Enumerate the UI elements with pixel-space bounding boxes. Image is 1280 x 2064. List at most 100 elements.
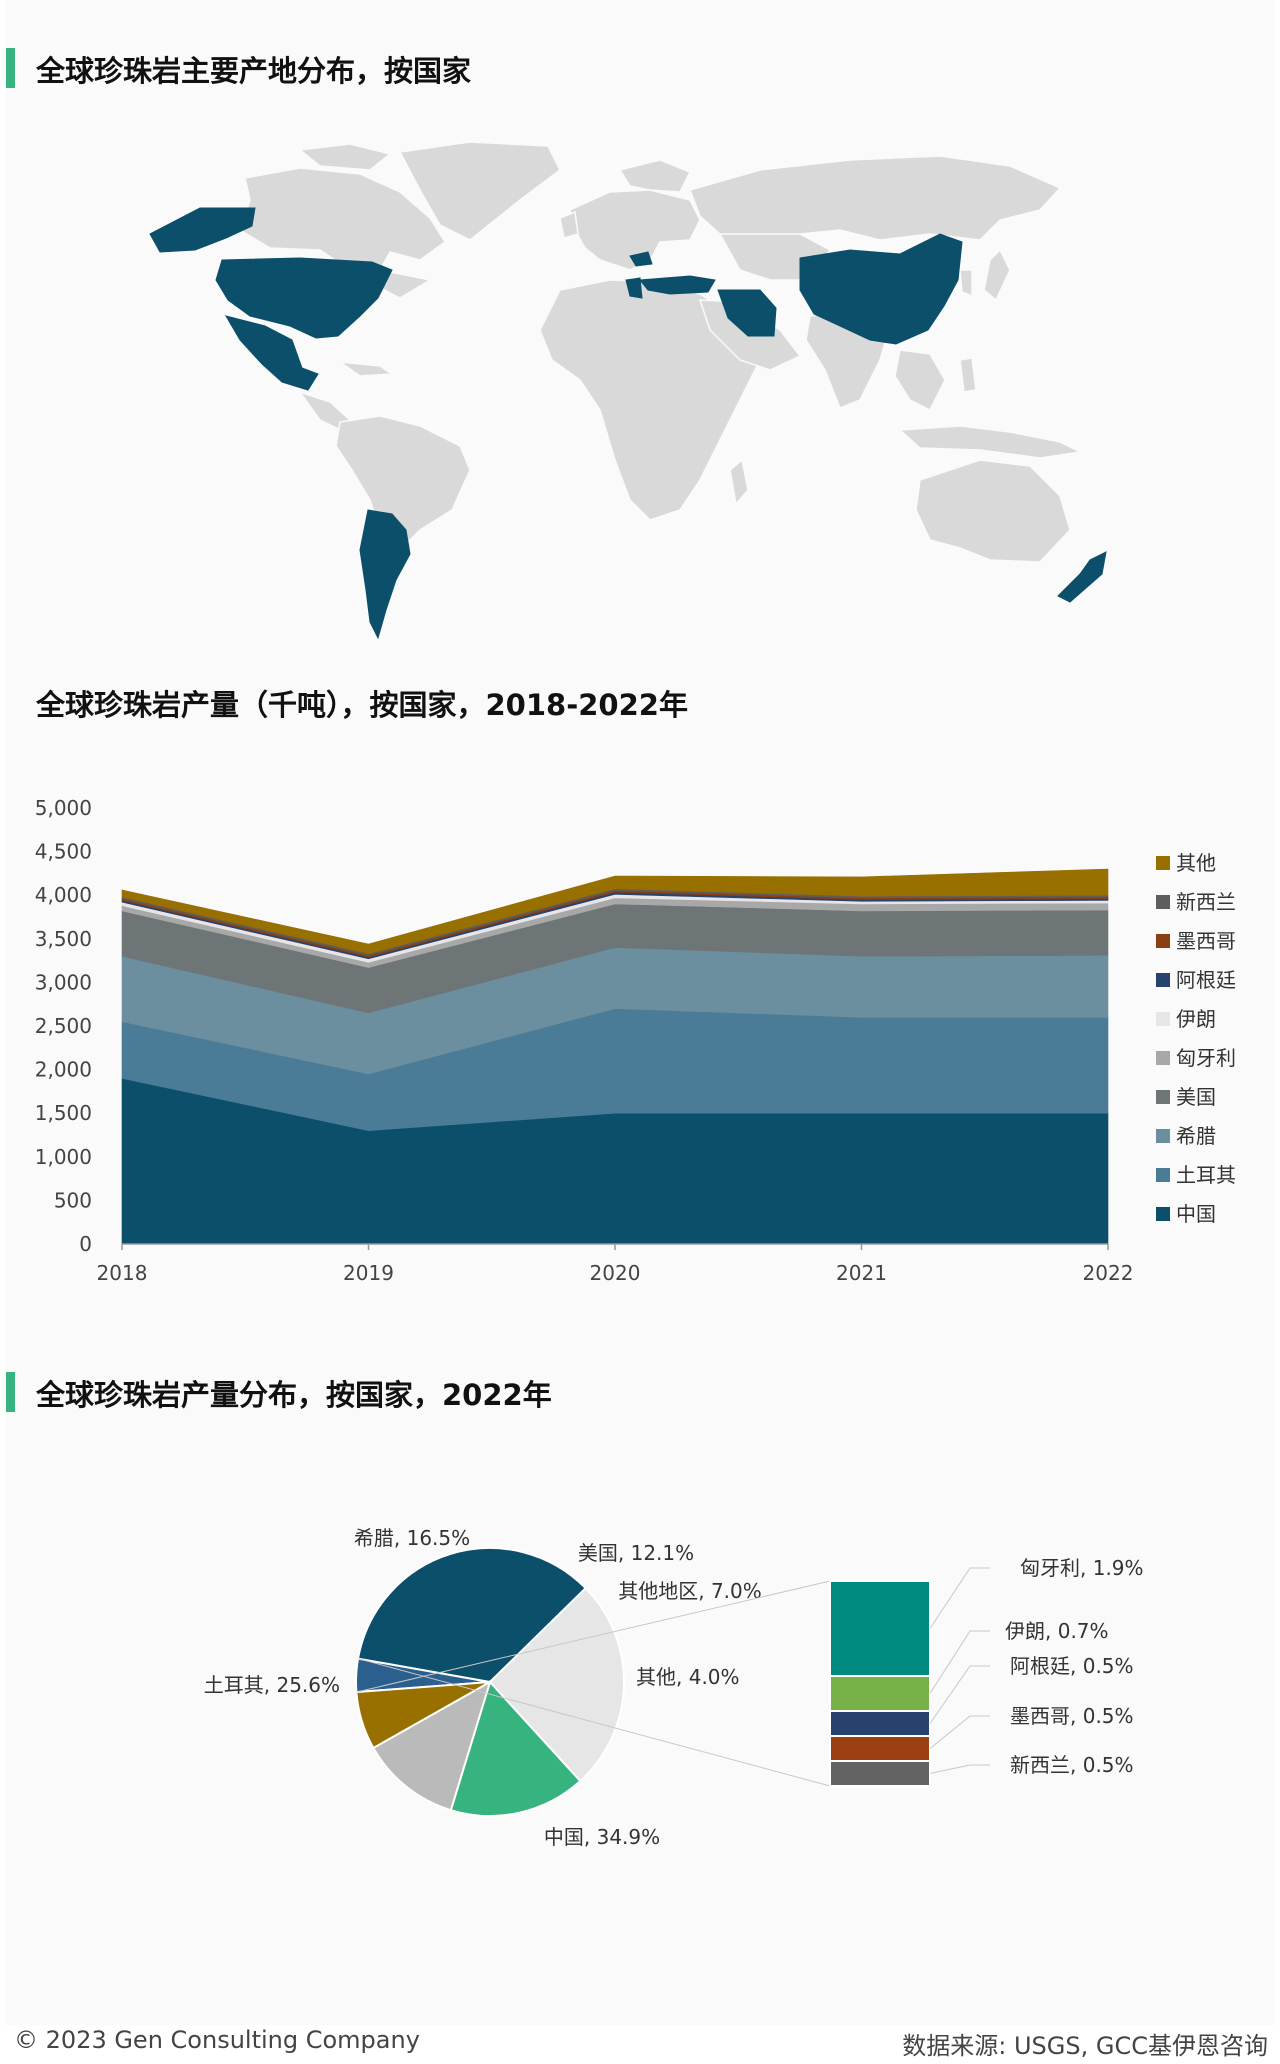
breakdown-segment (829, 1760, 931, 1787)
world-map (149, 141, 1107, 640)
usa-shape (215, 257, 393, 339)
y-tick-label: 1,000 (35, 1145, 92, 1169)
pie-label: 希腊, 16.5% (354, 1526, 470, 1550)
legend-swatch (1156, 895, 1170, 909)
pie-label: 土耳其, 25.6% (204, 1673, 340, 1697)
iran-shape (717, 289, 777, 337)
breakdown-label: 伊朗, 0.7% (1005, 1619, 1109, 1643)
x-tick-label: 2019 (343, 1261, 394, 1285)
legend-label: 美国 (1176, 1085, 1216, 1109)
caribbean-shape (337, 360, 395, 377)
madagascar-shape (729, 458, 749, 506)
y-tick-label: 500 (54, 1188, 92, 1212)
breakdown-segment (829, 1580, 931, 1677)
russia-shape (689, 155, 1062, 241)
argentina-shape (359, 509, 411, 640)
breakdown-segment (829, 1675, 931, 1712)
y-tick-label: 3,000 (35, 970, 92, 994)
pie-chart: 其他, 4.0% 中国, 34.9% 土耳其, 25.6% 希腊, 16.5% 美国, … (204, 1526, 1144, 1849)
arctic-islands-shape (298, 143, 392, 171)
breakdown-leader (929, 1715, 990, 1749)
hungary-shape (629, 251, 653, 267)
breakdown-bar (829, 1580, 931, 1787)
y-tick-label: 5,000 (35, 796, 92, 820)
breakdown-leader (929, 1665, 990, 1724)
pie-labels: 其他, 4.0% 中国, 34.9% 土耳其, 25.6% 希腊, 16.5% 美国, … (204, 1526, 831, 1849)
new-zealand-shape (1057, 551, 1107, 603)
legend-swatch (1156, 1168, 1170, 1182)
philippines-shape (959, 357, 977, 393)
pie-slice-希腊 (449, 1680, 582, 1817)
breakdown-label: 阿根廷, 0.5% (1010, 1654, 1134, 1678)
turkey-shape (639, 275, 716, 295)
japan-shape (983, 248, 1011, 302)
mexico-shape (224, 315, 319, 391)
breakdown-labels: 匈牙利, 1.9% 伊朗, 0.7% 阿根廷, 0.5% 墨西哥, 0.5% 新西兰, … (929, 1556, 1144, 1777)
breakdown-leader (929, 1567, 990, 1629)
pie-slices (355, 1547, 625, 1817)
connector-line (356, 1580, 831, 1693)
legend-label: 墨西哥 (1176, 929, 1236, 953)
copyright-text: © 2023 Gen Consulting Company (14, 2026, 420, 2054)
pie-label: 中国, 34.9% (544, 1825, 660, 1849)
pie-slice-其他地区 (355, 1681, 491, 1750)
area-series-其他 (121, 868, 1109, 954)
breakdown-segment (829, 1710, 931, 1737)
y-tick-label: 2,500 (35, 1014, 92, 1038)
legend-label: 阿根廷 (1176, 968, 1236, 992)
breakdown-label: 匈牙利, 1.9% (1020, 1556, 1144, 1580)
x-tick-label: 2021 (836, 1261, 887, 1285)
y-tick-label: 1,500 (35, 1101, 92, 1125)
y-tick-label: 4,000 (35, 883, 92, 907)
legend-swatch (1156, 1051, 1170, 1065)
greenland-shape (398, 141, 561, 241)
legend-swatch (1156, 973, 1170, 987)
pie-slice-土耳其 (488, 1586, 625, 1783)
y-tick-label: 4,500 (35, 840, 92, 864)
uk-shape (559, 210, 579, 239)
legend-swatch (1156, 1090, 1170, 1104)
legend-label: 匈牙利 (1176, 1046, 1236, 1070)
x-tick-label: 2020 (590, 1261, 641, 1285)
china-shape (799, 233, 963, 345)
legend-swatch (1156, 1207, 1170, 1221)
korea-shape (959, 269, 973, 298)
alaska-shape (149, 207, 256, 253)
pie-label: 其他地区, 7.0% (618, 1579, 762, 1603)
breakdown-leader (929, 1630, 990, 1694)
breakdown-label: 新西兰, 0.5% (1010, 1753, 1134, 1777)
legend-label: 土耳其 (1176, 1163, 1236, 1187)
y-tick-label: 2,000 (35, 1058, 92, 1082)
legend-label: 希腊 (1176, 1124, 1216, 1148)
legend-swatch (1156, 934, 1170, 948)
legend-swatch (1156, 1129, 1170, 1143)
land-masses (239, 141, 1083, 563)
australia-shape (915, 459, 1071, 563)
area-axis: 0 500 1,000 1,500 2,000 2,500 3,000 3,500 4,000 4… (35, 796, 1134, 1285)
pie-chart-title: 全球珍珠岩产量分布，按国家，2022年 (36, 1378, 552, 1412)
scandinavia-shape (618, 159, 692, 193)
area-chart: 0 500 1,000 1,500 2,000 2,500 3,000 3,500 4,000 4… (35, 796, 1236, 1285)
x-tick-label: 2022 (1083, 1261, 1134, 1285)
breakdown-leader (929, 1764, 990, 1774)
source-text: 数据来源: USGS, GCC基伊恩咨询 (902, 2032, 1268, 2060)
greece-shape (625, 277, 643, 299)
connector-line (357, 1658, 831, 1787)
legend-label: 中国 (1176, 1202, 1216, 1226)
legend-label: 伊朗 (1176, 1007, 1216, 1031)
breakdown-label: 墨西哥, 0.5% (1010, 1704, 1134, 1728)
pie-label: 美国, 12.1% (578, 1541, 694, 1565)
area-chart-title: 全球珍珠岩产量（千吨），按国家，2018-2022年 (36, 688, 688, 722)
area-layers (121, 868, 1109, 1245)
y-tick-label: 0 (79, 1232, 92, 1256)
section-accent-bar (6, 48, 15, 88)
legend-swatch (1156, 1012, 1170, 1026)
map-title: 全球珍珠岩主要产地分布，按国家 (36, 54, 472, 88)
highlighted-countries (149, 207, 1107, 640)
pie-slice-中国 (356, 1547, 588, 1684)
south-america-shape (335, 415, 471, 552)
legend-label: 其他 (1176, 851, 1216, 875)
legend-label: 新西兰 (1176, 890, 1236, 914)
x-tick-label: 2018 (97, 1261, 148, 1285)
